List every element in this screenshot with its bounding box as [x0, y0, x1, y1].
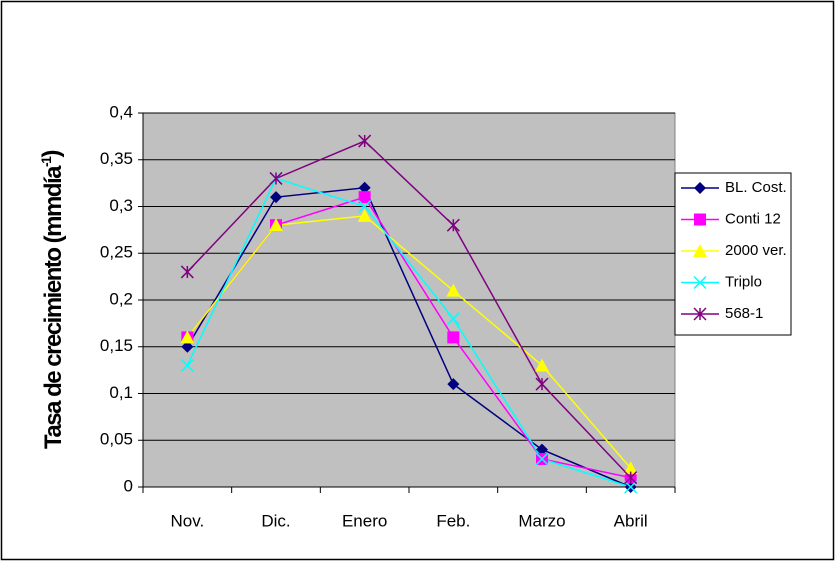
x-tick-label: Nov. [170, 511, 204, 530]
marker [535, 358, 549, 372]
series-line [186, 177, 631, 488]
legend-label: 568-1 [725, 305, 763, 322]
marker [693, 244, 707, 257]
x-tick-label: Abril [614, 511, 648, 530]
y-tick-label: 0,1 [109, 383, 133, 402]
marker [358, 134, 372, 148]
x-tick-label: Feb. [436, 511, 470, 530]
marker [446, 312, 460, 326]
marker [358, 181, 371, 194]
marker [624, 480, 638, 494]
series-line [186, 140, 632, 479]
legend: BL. Cost. Conti 12 2000 ver. Triplo 568-1 [674, 172, 792, 336]
marker [181, 340, 194, 353]
marker [694, 213, 706, 226]
marker [693, 307, 707, 321]
legend-label: Triplo [725, 273, 762, 290]
y-tick-label: 0,3 [109, 196, 133, 215]
marker [269, 218, 283, 232]
y-tick-label: 0,15 [100, 336, 133, 355]
y-axis-label-part: ) [38, 151, 65, 158]
marker [357, 208, 372, 222]
marker [624, 471, 638, 485]
marker [270, 191, 282, 204]
marker [358, 191, 371, 204]
marker [446, 218, 460, 232]
marker [447, 331, 460, 344]
series-line [186, 186, 631, 488]
x-tick-label: Enero [342, 511, 387, 530]
y-tick-label: 0,4 [109, 102, 133, 121]
legend-label: BL. Cost. [725, 179, 787, 196]
y-tick-label: 0 [124, 476, 133, 495]
y-tick-label: 0,2 [109, 289, 133, 308]
legend-label: Conti 12 [725, 210, 781, 227]
y-tick-label: 0,25 [100, 243, 133, 262]
marker [693, 275, 707, 290]
marker [535, 452, 549, 466]
marker [180, 265, 194, 279]
marker [694, 182, 706, 194]
marker [446, 283, 461, 297]
marker [358, 199, 372, 214]
marker [180, 358, 194, 372]
y-axis-label: Tasa de crecimiento (mmdía-1) [38, 151, 68, 449]
marker [535, 377, 549, 391]
y-axis-label-part: -1 [38, 156, 54, 167]
legend-label: 2000 ver. [725, 242, 787, 259]
y-tick-label: 0,35 [100, 149, 133, 168]
marker [447, 378, 460, 391]
x-tick-label: Marzo [518, 511, 565, 530]
y-axis-label-part: Tasa de crecimiento (mmdía [40, 165, 67, 449]
marker [180, 330, 195, 344]
x-tick-label: Dic. [261, 511, 290, 530]
series-line [186, 215, 632, 469]
marker [623, 461, 638, 475]
y-tick-label: 0,05 [100, 430, 133, 449]
marker [536, 443, 548, 456]
marker [269, 171, 283, 185]
